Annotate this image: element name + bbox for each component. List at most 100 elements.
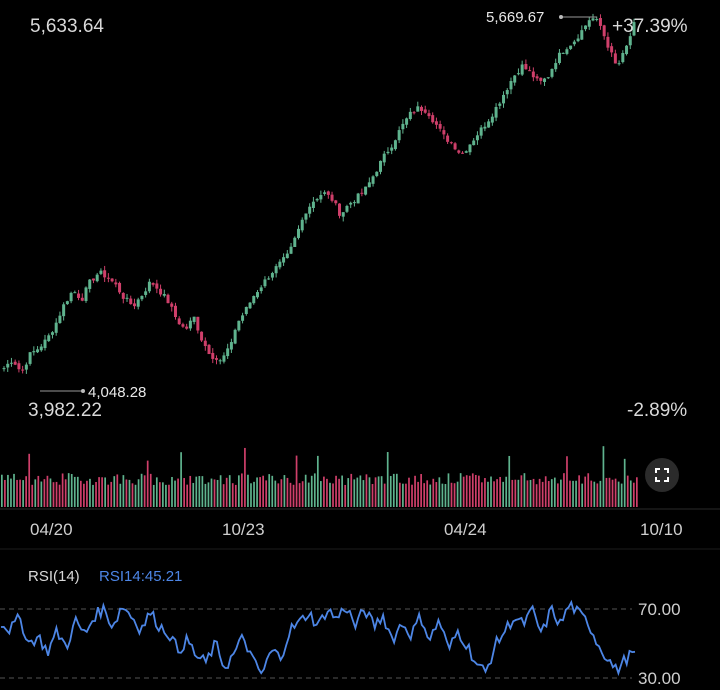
- volume-bar: [228, 475, 231, 507]
- candle-body: [427, 113, 431, 117]
- volume-bar: [526, 480, 529, 507]
- candle-body: [214, 358, 218, 360]
- volume-bar: [517, 479, 520, 507]
- candle-body: [241, 315, 245, 321]
- volume-bar: [225, 477, 228, 507]
- volume-bar: [149, 473, 152, 507]
- candle-body: [338, 203, 342, 216]
- candle-body: [270, 273, 274, 278]
- candle-body: [483, 126, 487, 129]
- candle-body: [468, 144, 472, 153]
- volume-bar: [389, 476, 392, 507]
- volume-bar: [362, 480, 365, 507]
- volume-bar: [629, 480, 632, 507]
- pct-low: -2.89%: [627, 400, 688, 421]
- candle-body: [304, 213, 308, 220]
- volume-bar: [122, 475, 125, 507]
- volume-bar: [493, 481, 495, 507]
- volume-bar: [247, 474, 249, 507]
- volume-bar: [380, 476, 383, 507]
- volume-bar: [268, 474, 271, 507]
- volume-bar: [590, 480, 593, 507]
- candle-body: [84, 287, 88, 301]
- volume-bar: [626, 475, 629, 507]
- volume-bar: [547, 481, 550, 507]
- candle-body: [17, 363, 21, 370]
- volume-bar: [86, 480, 88, 507]
- volume-bar: [608, 477, 611, 507]
- volume-bar: [76, 476, 79, 507]
- volume-bar: [259, 477, 261, 507]
- candle-body: [606, 36, 610, 48]
- volume-bar: [447, 473, 450, 507]
- candle-body: [613, 53, 617, 64]
- candle-body: [9, 362, 13, 364]
- volume-bar: [450, 482, 453, 507]
- volume-bar: [37, 475, 40, 507]
- pct-high: +37.39%: [612, 16, 688, 37]
- volume-bar: [350, 473, 353, 507]
- volume-bar: [505, 476, 508, 507]
- candle-body: [69, 292, 73, 302]
- volume-bar: [499, 476, 501, 507]
- volume-bar: [113, 476, 116, 507]
- volume-bar: [636, 477, 638, 507]
- volume-bar: [332, 483, 334, 507]
- volume-bar: [274, 480, 277, 507]
- volume-bar: [563, 473, 565, 507]
- candle-body: [367, 182, 371, 188]
- rsi-title: RSI(14): [28, 568, 80, 585]
- volume-bar: [116, 474, 119, 507]
- candle-body: [263, 279, 267, 287]
- candle-body: [386, 151, 390, 154]
- volume-bar: [204, 483, 207, 507]
- expand-button[interactable]: [645, 458, 679, 492]
- volume-bar: [40, 481, 43, 507]
- candle-body: [296, 228, 300, 238]
- volume-bar: [43, 479, 46, 507]
- volume-bar: [70, 474, 73, 507]
- volume-bar: [168, 484, 170, 507]
- volume-bar: [301, 481, 304, 507]
- volume-bar: [110, 481, 113, 507]
- volume-bar: [614, 478, 617, 507]
- low-marker-dot: [81, 389, 85, 393]
- volume-bar: [620, 483, 623, 507]
- candle-body: [166, 294, 170, 304]
- candle-body: [520, 64, 524, 75]
- candle-body: [330, 194, 334, 201]
- candle-body: [345, 205, 349, 212]
- volume-bar: [605, 477, 608, 507]
- volume-bar: [307, 482, 310, 507]
- volume-bar: [67, 473, 70, 507]
- volume-bar: [581, 483, 584, 507]
- volume-bar: [234, 484, 237, 507]
- volume-bar: [171, 476, 173, 507]
- candle-body: [502, 94, 506, 104]
- candle-body: [334, 200, 338, 204]
- volume-bar: [347, 478, 350, 507]
- volume-bar: [432, 478, 435, 507]
- candle-body: [621, 52, 625, 63]
- x-tick-3: 10/10: [640, 520, 683, 539]
- candle-body: [625, 45, 629, 55]
- volume-bar: [569, 480, 571, 507]
- candle-body: [446, 135, 450, 142]
- candle-body: [364, 186, 368, 195]
- volume-bar: [165, 484, 167, 507]
- volume-bar: [262, 475, 264, 507]
- volume-bar: [578, 475, 580, 507]
- candle-body: [106, 277, 110, 279]
- volume-bar: [438, 477, 441, 507]
- volume-bar: [313, 473, 316, 507]
- candle-body: [472, 140, 476, 146]
- candle-body: [349, 202, 353, 205]
- volume-bar: [365, 474, 368, 507]
- candle-body: [32, 351, 36, 353]
- candle-body: [628, 36, 632, 46]
- volume-bar: [128, 479, 131, 507]
- candle-body: [632, 22, 636, 36]
- volume-bar: [277, 483, 280, 507]
- candle-body: [375, 171, 379, 177]
- volume-bar: [474, 474, 477, 507]
